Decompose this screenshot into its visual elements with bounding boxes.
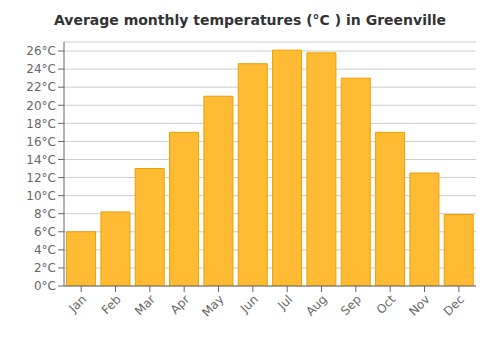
svg-text:Oct: Oct [374,292,399,317]
svg-text:Feb: Feb [99,292,124,317]
svg-text:24°C: 24°C [26,62,56,76]
svg-text:Aug: Aug [303,292,329,318]
svg-text:Jan: Jan [66,292,90,316]
svg-text:May: May [199,292,226,319]
svg-text:8°C: 8°C [34,207,56,221]
svg-text:0°C: 0°C [34,279,56,293]
svg-text:14°C: 14°C [26,153,56,167]
svg-text:Apr: Apr [168,292,193,317]
svg-text:Mar: Mar [132,292,158,318]
svg-text:Jul: Jul [274,292,295,313]
svg-text:2°C: 2°C [34,261,56,275]
svg-text:6°C: 6°C [34,225,56,239]
html-text:Average monthly temperatures (: Average monthly temperatures (°C ) in Gr… [54,12,446,28]
svg-text:22°C: 22°C [26,80,56,94]
svg-text:10°C: 10°C [26,189,56,203]
svg-text:Dec: Dec [441,292,467,318]
svg-text:16°C: 16°C [26,135,56,149]
svg-text:12°C: 12°C [26,171,56,185]
svg-text:Sep: Sep [338,292,364,318]
svg-text:Nov: Nov [406,292,432,318]
svg-text:18°C: 18°C [26,117,56,131]
svg-text:20°C: 20°C [26,99,56,113]
svg-text:26°C: 26°C [26,44,56,58]
svg-text:Jun: Jun [237,292,261,316]
svg-text:4°C: 4°C [34,243,56,257]
